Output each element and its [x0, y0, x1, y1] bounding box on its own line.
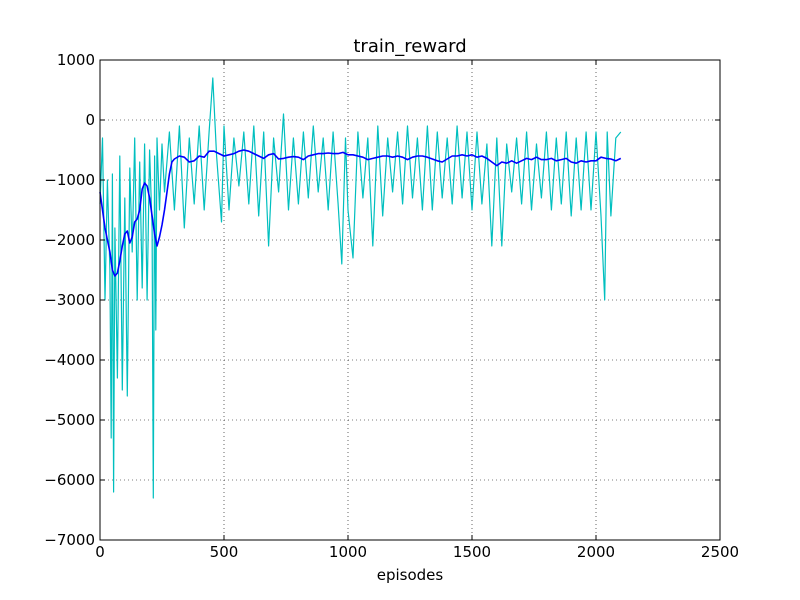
y-tick-label: 0 [85, 111, 95, 129]
x-tick-label: 500 [210, 543, 239, 561]
y-tick-label: −3000 [44, 291, 95, 309]
raw-reward-line [99, 77, 622, 499]
x-tick-label: 1000 [329, 543, 367, 561]
y-tick-label: −4000 [44, 351, 95, 369]
x-tick-label: 2000 [577, 543, 615, 561]
x-axis-label: episodes [377, 566, 444, 584]
y-tick-label: −2000 [44, 231, 95, 249]
series-group [99, 77, 622, 499]
y-tick-label: 1000 [57, 51, 95, 69]
chart-title: train_reward [353, 36, 466, 57]
x-tick-label: 0 [95, 543, 105, 561]
smoothed-reward-line [99, 149, 622, 277]
y-tick-label: −1000 [44, 171, 95, 189]
y-tick-label: −7000 [44, 531, 95, 549]
y-tick-label: −6000 [44, 471, 95, 489]
x-tick-label: 1500 [453, 543, 491, 561]
ticks-group: 0 500 1000 1500 2000 2500 1000 0 −1000 −2000 −3000… [44, 51, 739, 561]
y-tick-label: −5000 [44, 411, 95, 429]
x-tick-label: 2500 [701, 543, 739, 561]
